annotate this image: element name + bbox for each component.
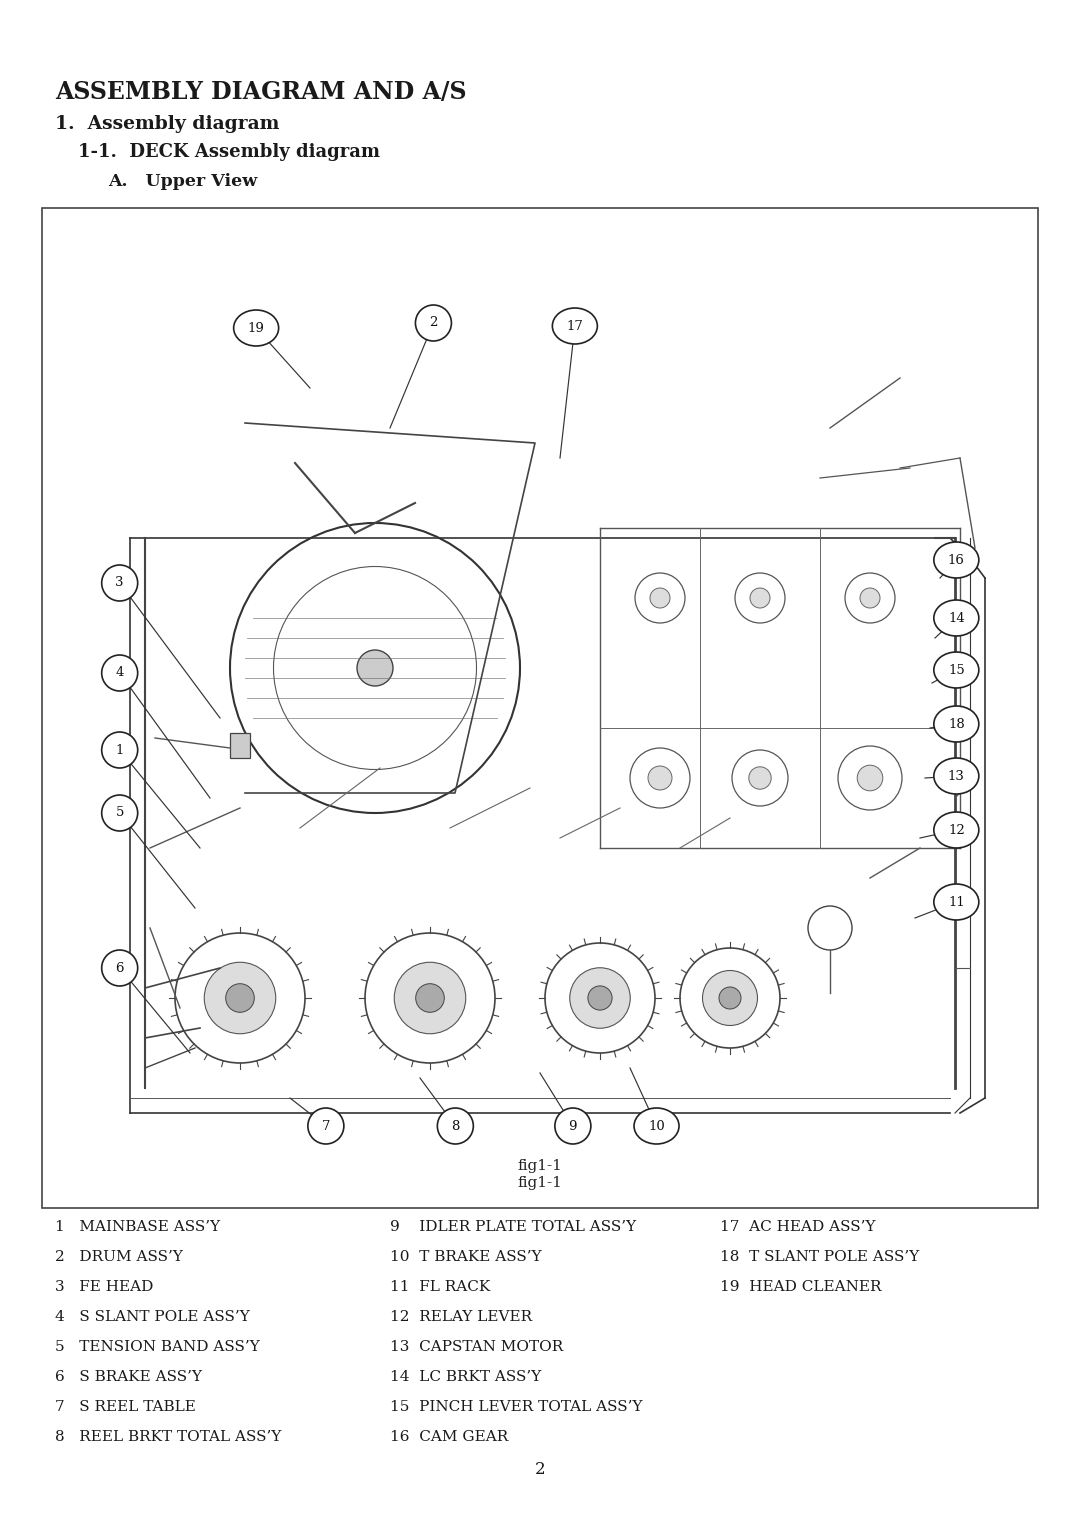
Circle shape (588, 986, 612, 1010)
Text: 17: 17 (566, 319, 583, 333)
Circle shape (650, 588, 670, 608)
Text: 9    IDLER PLATE TOTAL ASS’Y: 9 IDLER PLATE TOTAL ASS’Y (390, 1219, 636, 1235)
Circle shape (750, 588, 770, 608)
Text: 11  FL RACK: 11 FL RACK (390, 1280, 490, 1294)
Text: A.   Upper View: A. Upper View (108, 173, 257, 189)
Ellipse shape (102, 950, 137, 986)
Circle shape (226, 984, 254, 1012)
Circle shape (702, 970, 757, 1025)
Text: 8   REEL BRKT TOTAL ASS’Y: 8 REEL BRKT TOTAL ASS’Y (55, 1430, 282, 1444)
Bar (230, 733, 249, 758)
Circle shape (357, 649, 393, 686)
Text: 5: 5 (116, 807, 124, 819)
Ellipse shape (555, 1108, 591, 1144)
Text: 19  HEAD CLEANER: 19 HEAD CLEANER (720, 1280, 881, 1294)
Text: 2: 2 (535, 1461, 545, 1478)
Text: 1.  Assembly diagram: 1. Assembly diagram (55, 115, 280, 133)
Text: 19: 19 (247, 321, 265, 335)
Ellipse shape (934, 758, 978, 795)
Circle shape (719, 987, 741, 1008)
Text: 5   TENSION BAND ASS’Y: 5 TENSION BAND ASS’Y (55, 1340, 260, 1354)
Text: 10  T BRAKE ASS’Y: 10 T BRAKE ASS’Y (390, 1250, 542, 1264)
Ellipse shape (934, 542, 978, 578)
Ellipse shape (233, 310, 279, 345)
Circle shape (648, 766, 672, 790)
Circle shape (416, 984, 444, 1012)
Text: 16  CAM GEAR: 16 CAM GEAR (390, 1430, 509, 1444)
Text: 14  LC BRKT ASS’Y: 14 LC BRKT ASS’Y (390, 1371, 541, 1384)
Text: 18: 18 (948, 718, 964, 730)
Ellipse shape (102, 565, 137, 601)
Text: 2: 2 (429, 316, 437, 330)
Text: ASSEMBLY DIAGRAM AND A/S: ASSEMBLY DIAGRAM AND A/S (55, 79, 467, 104)
Text: 13: 13 (948, 770, 964, 782)
Text: 7: 7 (322, 1120, 330, 1132)
Text: 6: 6 (116, 961, 124, 975)
Text: 12: 12 (948, 824, 964, 836)
Circle shape (748, 767, 771, 788)
Text: 11: 11 (948, 895, 964, 909)
Text: 4   S SLANT POLE ASS’Y: 4 S SLANT POLE ASS’Y (55, 1309, 249, 1323)
Ellipse shape (416, 306, 451, 341)
Text: 16: 16 (948, 553, 964, 567)
Ellipse shape (934, 811, 978, 848)
Text: 18  T SLANT POLE ASS’Y: 18 T SLANT POLE ASS’Y (720, 1250, 919, 1264)
Text: 7   S REEL TABLE: 7 S REEL TABLE (55, 1400, 195, 1413)
Text: fig1-1: fig1-1 (517, 1160, 563, 1174)
Text: 3: 3 (116, 576, 124, 590)
Circle shape (204, 963, 275, 1034)
Text: 1: 1 (116, 744, 124, 756)
Text: 15: 15 (948, 663, 964, 677)
Ellipse shape (102, 656, 137, 691)
Text: 3   FE HEAD: 3 FE HEAD (55, 1280, 153, 1294)
Ellipse shape (934, 885, 978, 920)
Ellipse shape (102, 732, 137, 769)
Ellipse shape (102, 795, 137, 831)
Ellipse shape (552, 309, 597, 344)
Text: 2   DRUM ASS’Y: 2 DRUM ASS’Y (55, 1250, 183, 1264)
Circle shape (858, 766, 882, 792)
Text: 9: 9 (568, 1120, 577, 1132)
Ellipse shape (934, 706, 978, 743)
Ellipse shape (308, 1108, 343, 1144)
Text: 4: 4 (116, 666, 124, 680)
Text: 10: 10 (648, 1120, 665, 1132)
Text: 17  AC HEAD ASS’Y: 17 AC HEAD ASS’Y (720, 1219, 876, 1235)
Text: fig1-1: fig1-1 (517, 1177, 563, 1190)
Text: 6   S BRAKE ASS’Y: 6 S BRAKE ASS’Y (55, 1371, 202, 1384)
Text: 15  PINCH LEVER TOTAL ASS’Y: 15 PINCH LEVER TOTAL ASS’Y (390, 1400, 643, 1413)
Text: 13  CAPSTAN MOTOR: 13 CAPSTAN MOTOR (390, 1340, 564, 1354)
Circle shape (860, 588, 880, 608)
Text: 14: 14 (948, 611, 964, 625)
Text: 1-1.  DECK Assembly diagram: 1-1. DECK Assembly diagram (78, 144, 380, 160)
Ellipse shape (934, 652, 978, 688)
Text: 12  RELAY LEVER: 12 RELAY LEVER (390, 1309, 532, 1323)
Ellipse shape (934, 601, 978, 636)
Circle shape (394, 963, 465, 1034)
Ellipse shape (634, 1108, 679, 1144)
Ellipse shape (437, 1108, 473, 1144)
Text: 8: 8 (451, 1120, 459, 1132)
FancyBboxPatch shape (42, 208, 1038, 1209)
Text: 1   MAINBASE ASS’Y: 1 MAINBASE ASS’Y (55, 1219, 220, 1235)
Circle shape (570, 967, 631, 1028)
